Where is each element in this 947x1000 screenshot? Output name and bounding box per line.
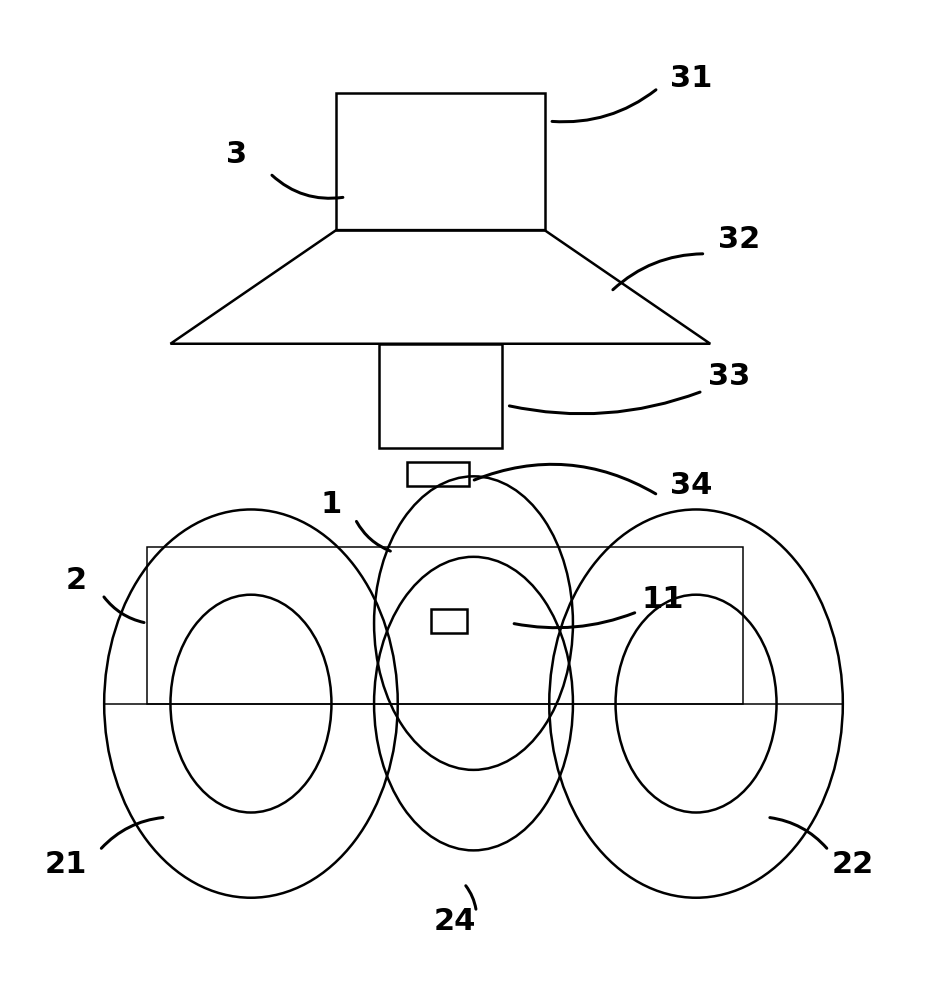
Text: 31: 31 — [670, 64, 712, 93]
Text: 11: 11 — [642, 585, 684, 614]
Text: 33: 33 — [708, 362, 750, 391]
Text: 2: 2 — [65, 566, 86, 595]
Text: 3: 3 — [226, 140, 247, 169]
Text: 21: 21 — [45, 850, 87, 879]
Bar — [336, 93, 545, 230]
Bar — [407, 462, 469, 486]
Text: 22: 22 — [831, 850, 873, 879]
Text: 34: 34 — [670, 471, 712, 500]
Bar — [147, 547, 743, 704]
Text: 1: 1 — [321, 490, 342, 519]
Text: 24: 24 — [434, 907, 475, 936]
Text: 32: 32 — [718, 225, 759, 254]
Bar — [431, 609, 467, 633]
Bar — [379, 344, 502, 448]
